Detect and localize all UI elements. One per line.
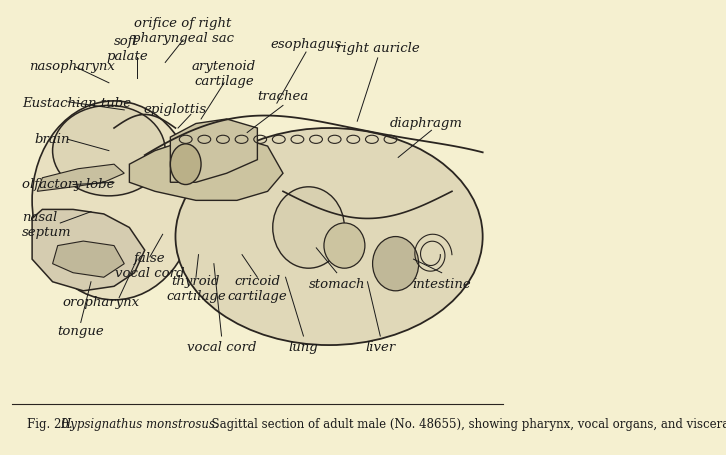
Text: orifice of right
pharyngeal sac: orifice of right pharyngeal sac — [132, 17, 234, 45]
Ellipse shape — [324, 223, 365, 268]
Text: stomach: stomach — [309, 278, 365, 291]
Text: right auricle: right auricle — [336, 42, 420, 56]
Text: Fig. 20.: Fig. 20. — [27, 418, 80, 431]
Text: tongue: tongue — [57, 325, 104, 338]
Text: vocal cord: vocal cord — [187, 341, 256, 354]
Text: Sagittal section of adult male (No. 48655), showing pharynx, vocal organs, and v: Sagittal section of adult male (No. 4865… — [203, 418, 726, 431]
Ellipse shape — [171, 144, 201, 185]
Text: epiglottis: epiglottis — [144, 103, 207, 116]
Text: arytenoid
cartilage: arytenoid cartilage — [192, 60, 256, 88]
Text: cricoid
cartilage: cricoid cartilage — [227, 274, 287, 303]
Text: nasal
septum: nasal septum — [22, 211, 71, 239]
Text: intestine: intestine — [412, 278, 471, 291]
Ellipse shape — [273, 187, 344, 268]
Ellipse shape — [372, 237, 419, 291]
Text: thyroid
cartilage: thyroid cartilage — [166, 274, 226, 303]
Polygon shape — [32, 209, 144, 291]
Text: diaphragm: diaphragm — [390, 117, 463, 130]
Ellipse shape — [32, 101, 196, 300]
Text: brain: brain — [35, 133, 70, 146]
Text: liver: liver — [365, 341, 396, 354]
Text: nasopharynx: nasopharynx — [30, 61, 115, 73]
Polygon shape — [37, 164, 124, 191]
Text: Hypsignathus monstrosus.: Hypsignathus monstrosus. — [60, 418, 219, 431]
Text: oropharynx: oropharynx — [62, 296, 140, 308]
Text: Eustachian tube: Eustachian tube — [22, 96, 131, 110]
Text: false
vocal cord: false vocal cord — [115, 252, 184, 280]
Text: trachea: trachea — [257, 90, 309, 103]
Ellipse shape — [52, 106, 166, 196]
Text: lung: lung — [289, 341, 318, 354]
Polygon shape — [52, 241, 124, 277]
Ellipse shape — [176, 128, 483, 345]
Polygon shape — [129, 137, 283, 200]
Text: olfactory lobe: olfactory lobe — [22, 178, 115, 191]
Polygon shape — [171, 119, 258, 182]
Text: soft
palate: soft palate — [106, 35, 147, 63]
Text: esophagus: esophagus — [270, 38, 342, 51]
